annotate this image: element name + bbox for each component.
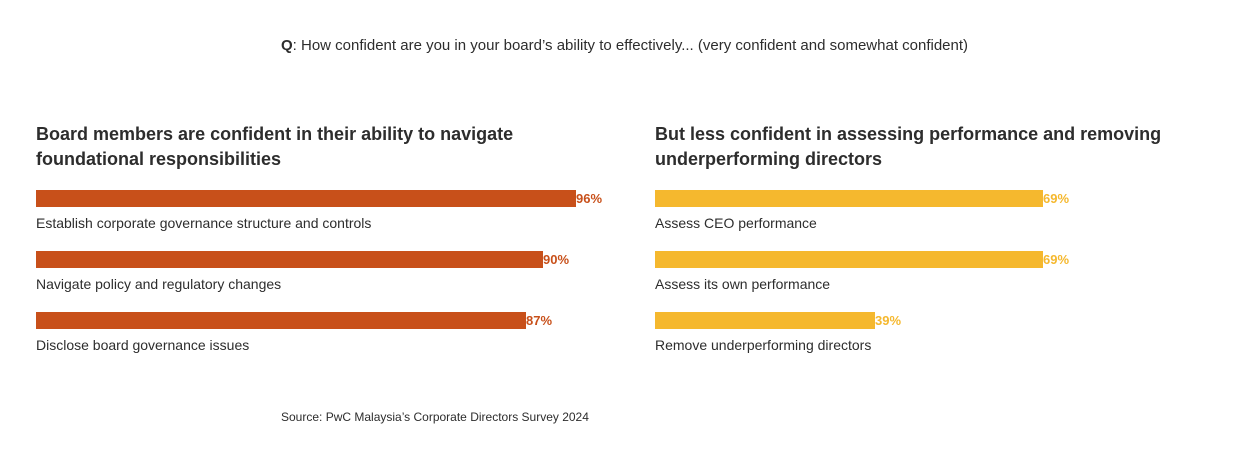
bar-value-label: 69% [1043,252,1070,267]
bar-value-label: 87% [526,313,553,328]
bar-category-label: Remove underperforming directors [655,337,872,353]
source-note: Source: PwC Malaysia’s Corporate Directo… [281,410,589,424]
chart-panel-left: Board members are confident in their abi… [36,122,602,353]
bar-category-label: Assess CEO performance [655,215,817,231]
bar [655,251,1043,268]
bar-row: 90% Navigate policy and regulatory change… [36,251,596,301]
bar [36,312,526,329]
bar-category-label: Disclose board governance issues [36,337,250,353]
bar-category-label: Assess its own performance [655,276,831,292]
question-prefix: Q [281,37,293,54]
bar-row: 69% Assess CEO performance [655,190,1215,240]
bar-row: 69% Assess its own performance [655,251,1215,301]
bar [655,190,1043,207]
chart-panel-right: But less confident in assessing performa… [655,122,1215,353]
chart-title-left: Board members are confident in their abi… [36,124,514,169]
bar [36,190,576,207]
bar-row: 87% Disclose board governance issues [36,312,596,362]
bar-value-label: 39% [875,313,902,328]
bar-value-label: 90% [543,252,570,267]
bar-category-label: Establish corporate governance structure… [36,215,372,231]
bar [655,312,875,329]
chart-title-right: But less confident in assessing performa… [655,124,1162,169]
bar-category-label: Navigate policy and regulatory changes [36,276,282,292]
bar-row: 39% Remove underperforming directors [655,312,1215,362]
bar-value-label: 69% [1043,191,1070,206]
survey-question: Q: How confident are you in your board’s… [281,32,981,60]
bar [36,251,543,268]
bar-value-label: 96% [576,191,603,206]
bar-row: 96% Establish corporate governance struct… [36,190,602,240]
question-text: : How confident are you in your board’s … [292,37,969,54]
